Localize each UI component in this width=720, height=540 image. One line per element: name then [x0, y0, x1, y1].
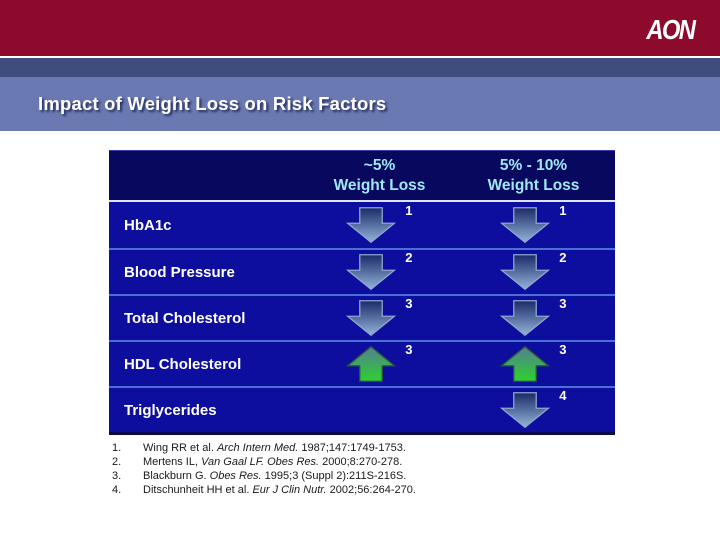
- aon-logo: AON: [646, 14, 696, 45]
- col-header-5-10pct: 5% - 10% Weight Loss: [452, 151, 615, 200]
- reference-number: 1: [559, 203, 567, 218]
- footnote: 4. Ditschunheit HH et al. Eur J Clin Nutr…: [112, 483, 416, 497]
- trend-cell: 3: [452, 296, 615, 340]
- footnote: 3. Blackburn G. Obes Res. 1995;3 (Suppl 2…: [112, 469, 416, 483]
- col-header-line1: ~5%: [363, 157, 396, 175]
- down-arrow-icon: 1: [499, 203, 569, 246]
- col-header-line2: Weight Loss: [487, 176, 580, 194]
- up-arrow-icon: 3: [345, 342, 415, 385]
- footnote-number: 3.: [112, 470, 122, 482]
- footnote-text: Wing RR et al. Arch Intern Med. 1987;147…: [143, 442, 406, 454]
- col-header-line2: Weight Loss: [333, 176, 426, 194]
- reference-number: 1: [405, 203, 413, 218]
- trend-cell: [307, 388, 452, 432]
- table-row: Total Cholesterol 3 3: [109, 294, 615, 340]
- trend-cell: 4: [452, 388, 615, 432]
- up-arrow-icon: 3: [499, 342, 569, 385]
- reference-number: 3: [559, 342, 567, 357]
- footnote-text: Ditschunheit HH et al. Eur J Clin Nutr. …: [143, 484, 416, 496]
- corner-cell: [109, 151, 307, 200]
- col-header-5pct: ~5% Weight Loss: [307, 151, 452, 200]
- table-row: Blood Pressure 2 2: [109, 248, 615, 294]
- risk-factor-label: Blood Pressure: [124, 263, 235, 281]
- down-arrow-icon: 3: [499, 296, 569, 339]
- slide-title: Impact of Weight Loss on Risk Factors: [38, 93, 387, 114]
- footnote-number: 2.: [112, 456, 122, 468]
- reference-number: 2: [405, 250, 413, 265]
- reference-number: 2: [559, 250, 567, 265]
- reference-number: 3: [405, 342, 413, 357]
- table-row: HbA1c 1 1: [109, 202, 615, 248]
- risk-factor-label: HbA1c: [124, 216, 172, 234]
- table-row: Triglycerides 4: [109, 386, 615, 432]
- reference-number: 3: [559, 296, 567, 311]
- footnote-text: Mertens IL, Van Gaal LF. Obes Res. 2000;…: [143, 456, 403, 468]
- reference-number: 3: [405, 296, 413, 311]
- trend-cell: 2: [452, 250, 615, 294]
- col-header-line1: 5% - 10%: [499, 157, 568, 175]
- risk-factor-table: ~5% Weight Loss 5% - 10% Weight Loss HbA…: [109, 150, 615, 435]
- down-arrow-icon: 1: [345, 203, 415, 246]
- footnote-number: 1.: [112, 442, 122, 454]
- trend-cell: 3: [452, 342, 615, 386]
- title-band: Impact of Weight Loss on Risk Factors: [0, 77, 720, 131]
- trend-cell: 1: [452, 202, 615, 248]
- trend-cell: 1: [307, 202, 452, 248]
- trend-cell: 2: [307, 250, 452, 294]
- down-arrow-icon: 4: [499, 388, 569, 431]
- risk-factor-label: Total Cholesterol: [124, 309, 246, 327]
- risk-factor-label: HDL Cholesterol: [124, 355, 242, 373]
- down-arrow-icon: 3: [345, 296, 415, 339]
- header-band-maroon: AON: [0, 0, 720, 56]
- down-arrow-icon: 2: [499, 250, 569, 293]
- footnote: 1. Wing RR et al. Arch Intern Med. 1987;1…: [112, 441, 416, 455]
- risk-factor-label: Triglycerides: [124, 401, 217, 419]
- trend-cell: 3: [307, 342, 452, 386]
- footnote-list: 1. Wing RR et al. Arch Intern Med. 1987;1…: [112, 441, 416, 497]
- down-arrow-icon: 2: [345, 250, 415, 293]
- header-divider-line: [0, 56, 720, 58]
- table-body: HbA1c 1 1 Blood Pressure 2 2 Total Cholesterol…: [109, 202, 615, 432]
- footnote-text: Blackburn G. Obes Res. 1995;3 (Suppl 2):…: [143, 470, 407, 482]
- header-accent-bar: [0, 58, 720, 77]
- reference-number: 4: [559, 388, 567, 403]
- table-header-row: ~5% Weight Loss 5% - 10% Weight Loss: [109, 151, 615, 202]
- footnote: 2. Mertens IL, Van Gaal LF. Obes Res. 200…: [112, 455, 416, 469]
- table-row: HDL Cholesterol 3 3: [109, 340, 615, 386]
- footnote-number: 4.: [112, 484, 122, 496]
- trend-cell: 3: [307, 296, 452, 340]
